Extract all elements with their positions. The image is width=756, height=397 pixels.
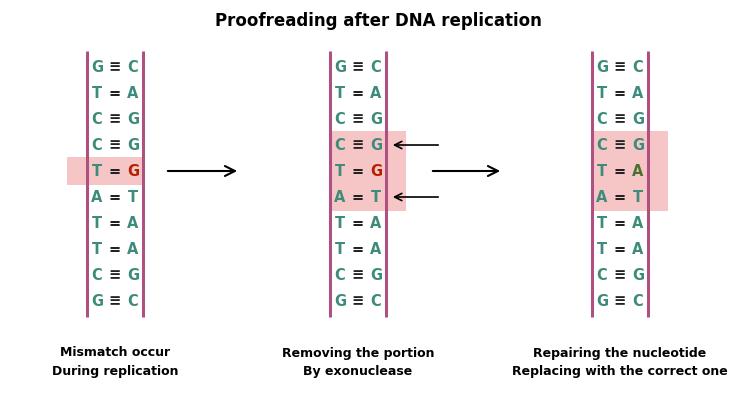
Text: C: C (596, 268, 607, 283)
Text: =: = (352, 85, 364, 100)
Text: =: = (352, 216, 364, 231)
Text: =: = (109, 164, 121, 179)
Text: G: G (127, 112, 139, 127)
Text: G: G (370, 268, 382, 283)
Text: C: C (335, 112, 345, 127)
Text: A: A (632, 216, 643, 231)
Text: A: A (632, 164, 643, 179)
Text: C: C (335, 268, 345, 283)
Bar (592, 131, 668, 210)
Text: =: = (109, 216, 121, 231)
Text: ≡: ≡ (109, 293, 121, 308)
Text: =: = (614, 241, 626, 256)
Text: =: = (109, 189, 121, 204)
Text: T: T (335, 85, 345, 100)
Text: =: = (614, 85, 626, 100)
Text: G: G (127, 164, 139, 179)
Text: G: G (334, 293, 346, 308)
Text: A: A (370, 216, 382, 231)
Text: A: A (127, 241, 138, 256)
Text: C: C (91, 137, 102, 152)
Text: A: A (596, 189, 608, 204)
Text: =: = (352, 164, 364, 179)
Text: A: A (632, 85, 643, 100)
Text: ≡: ≡ (109, 60, 121, 75)
Text: T: T (371, 189, 381, 204)
Text: T: T (335, 164, 345, 179)
Text: A: A (370, 85, 382, 100)
Text: Proofreading after DNA replication: Proofreading after DNA replication (215, 12, 541, 30)
Text: C: C (128, 60, 138, 75)
Text: A: A (91, 189, 103, 204)
Text: =: = (109, 85, 121, 100)
Text: T: T (92, 216, 102, 231)
Text: Removing the portion
By exonuclease: Removing the portion By exonuclease (282, 347, 434, 378)
Text: ≡: ≡ (352, 137, 364, 152)
Text: T: T (597, 164, 607, 179)
Text: Mismatch occur
During replication: Mismatch occur During replication (51, 347, 178, 378)
Text: C: C (335, 137, 345, 152)
Text: G: G (91, 60, 103, 75)
Text: C: C (128, 293, 138, 308)
Text: =: = (352, 189, 364, 204)
Text: C: C (633, 60, 643, 75)
Text: A: A (127, 85, 138, 100)
Text: ≡: ≡ (352, 293, 364, 308)
Text: C: C (91, 112, 102, 127)
Text: C: C (633, 293, 643, 308)
Text: G: G (370, 137, 382, 152)
Text: ≡: ≡ (109, 137, 121, 152)
Text: G: G (127, 268, 139, 283)
Text: A: A (370, 241, 382, 256)
Text: G: G (632, 112, 644, 127)
Text: T: T (597, 241, 607, 256)
Text: =: = (352, 241, 364, 256)
Text: ≡: ≡ (614, 293, 626, 308)
Text: T: T (597, 216, 607, 231)
Text: ≡: ≡ (614, 60, 626, 75)
Text: =: = (109, 241, 121, 256)
Text: T: T (335, 216, 345, 231)
Text: T: T (92, 85, 102, 100)
Text: C: C (91, 268, 102, 283)
Text: T: T (633, 189, 643, 204)
Bar (67, 158, 143, 185)
Text: A: A (334, 189, 345, 204)
Text: T: T (597, 85, 607, 100)
Text: G: G (127, 137, 139, 152)
Text: ≡: ≡ (109, 268, 121, 283)
Text: C: C (370, 60, 381, 75)
Text: G: G (632, 268, 644, 283)
Text: ≡: ≡ (352, 60, 364, 75)
Text: A: A (127, 216, 138, 231)
Text: ≡: ≡ (352, 112, 364, 127)
Text: ≡: ≡ (614, 137, 626, 152)
Text: A: A (632, 241, 643, 256)
Text: C: C (596, 137, 607, 152)
Text: G: G (596, 60, 608, 75)
Text: =: = (614, 164, 626, 179)
Text: T: T (92, 241, 102, 256)
Text: T: T (128, 189, 138, 204)
Text: G: G (596, 293, 608, 308)
Text: C: C (370, 293, 381, 308)
Text: T: T (92, 164, 102, 179)
Text: G: G (334, 60, 346, 75)
Text: C: C (596, 112, 607, 127)
Text: ≡: ≡ (614, 268, 626, 283)
Bar (330, 131, 406, 210)
Text: Repairing the nucleotide
Replacing with the correct one: Repairing the nucleotide Replacing with … (512, 347, 728, 378)
Text: T: T (335, 241, 345, 256)
Text: G: G (370, 112, 382, 127)
Text: G: G (91, 293, 103, 308)
Text: ≡: ≡ (109, 112, 121, 127)
Text: G: G (370, 164, 382, 179)
Text: ≡: ≡ (614, 112, 626, 127)
Text: =: = (614, 189, 626, 204)
Text: G: G (632, 137, 644, 152)
Text: =: = (614, 216, 626, 231)
Text: ≡: ≡ (352, 268, 364, 283)
